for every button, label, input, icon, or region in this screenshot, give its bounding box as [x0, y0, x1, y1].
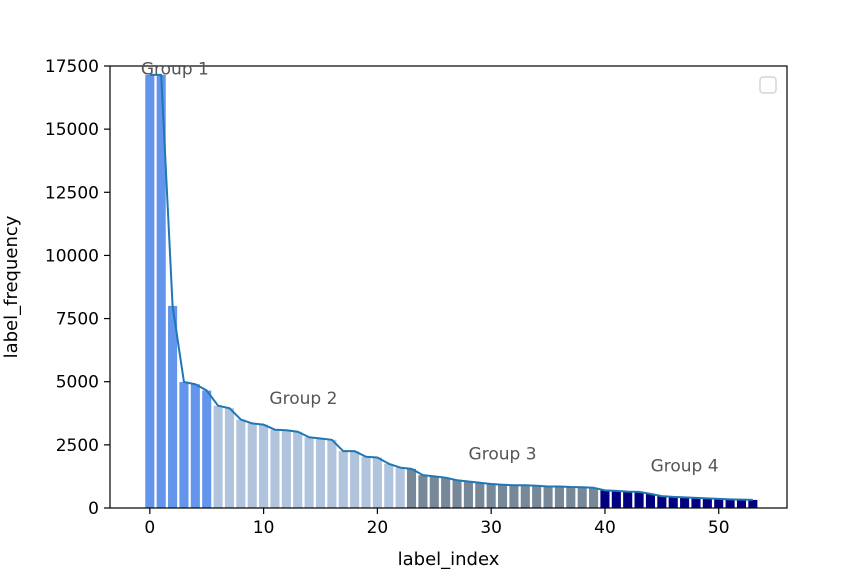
- bar-42: [623, 491, 633, 508]
- x-tick-label: 20: [367, 518, 389, 538]
- bar-21: [384, 463, 394, 508]
- bar-41: [611, 490, 621, 508]
- bar-16: [327, 439, 337, 508]
- bar-5: [202, 390, 212, 508]
- plot-frame: [109, 65, 788, 509]
- bar-20: [372, 457, 382, 508]
- bar-53: [748, 499, 758, 508]
- bar-3: [179, 381, 189, 508]
- series-line: [149, 73, 753, 501]
- bar-38: [577, 487, 587, 508]
- bar-49: [702, 498, 712, 508]
- bar-8: [236, 419, 246, 508]
- y-tick-label: 2500: [56, 436, 99, 456]
- y-tick-label: 17500: [45, 57, 99, 77]
- bar-46: [668, 496, 678, 508]
- bar-35: [543, 486, 553, 508]
- y-tick-label: 15000: [45, 120, 99, 140]
- bar-12: [281, 430, 291, 508]
- x-axis-label: label_index: [398, 549, 500, 570]
- bar-15: [315, 438, 326, 508]
- bar-9: [247, 423, 257, 508]
- bar-43: [634, 491, 644, 508]
- bar-7: [224, 408, 235, 508]
- bar-44: [645, 493, 656, 508]
- labels-layer: Group 1 Group 2 Group 3 Group 4: [141, 60, 719, 477]
- y-axis-label: label_frequency: [1, 215, 22, 358]
- bar-24: [418, 475, 428, 508]
- bar-23: [406, 468, 417, 508]
- x-tick-label: 30: [480, 518, 502, 538]
- bar-37: [566, 487, 576, 508]
- y-tick-label: 10000: [45, 246, 99, 266]
- y-tick-label: 0: [88, 499, 99, 519]
- bar-29: [475, 482, 485, 508]
- bar-26: [441, 477, 451, 508]
- bar-17: [338, 451, 348, 508]
- legend-box: [759, 76, 777, 94]
- group-annotation: Group 3: [469, 445, 537, 465]
- bar-18: [350, 451, 360, 508]
- line-layer: [149, 73, 753, 501]
- bar-27: [452, 480, 462, 508]
- bar-40: [600, 490, 610, 508]
- bar-10: [259, 424, 269, 508]
- bar-1: [156, 74, 166, 508]
- bar-11: [270, 429, 280, 508]
- bar-13: [293, 431, 303, 508]
- bar-14: [304, 437, 314, 508]
- group-annotation: Group 4: [651, 457, 719, 477]
- bar-47: [680, 497, 690, 508]
- bar-30: [486, 484, 496, 508]
- bar-25: [429, 476, 439, 508]
- bar-48: [691, 497, 701, 508]
- bar-39: [589, 487, 599, 508]
- x-tick-label: 0: [144, 518, 155, 538]
- bars-layer: [145, 74, 758, 508]
- y-tick-label: 7500: [56, 310, 99, 330]
- bar-45: [657, 496, 667, 508]
- x-tick-label: 10: [253, 518, 275, 538]
- y-tick-label: 5000: [56, 373, 99, 393]
- bar-51: [725, 499, 735, 508]
- bar-50: [714, 498, 724, 508]
- bar-34: [532, 485, 542, 508]
- bar-4: [190, 384, 200, 508]
- group-annotation: Group 2: [269, 389, 337, 409]
- bar-22: [395, 467, 405, 508]
- bar-36: [554, 486, 564, 508]
- bar-2: [168, 305, 178, 508]
- bar-52: [736, 499, 747, 508]
- bar-0: [145, 74, 155, 508]
- bar-32: [509, 485, 519, 508]
- axes-layer: 0 10 20 30 40 50 0 2500 5000 7500 10000 12500 15000 1…: [45, 57, 730, 538]
- bar-31: [497, 484, 508, 508]
- x-tick-label: 40: [594, 518, 616, 538]
- group-annotation: Group 1: [141, 60, 209, 80]
- bar-28: [463, 481, 473, 508]
- y-tick-label: 12500: [45, 183, 99, 203]
- x-tick-label: 50: [708, 518, 730, 538]
- bar-6: [213, 405, 223, 508]
- bar-19: [361, 456, 371, 508]
- bar-33: [520, 485, 530, 508]
